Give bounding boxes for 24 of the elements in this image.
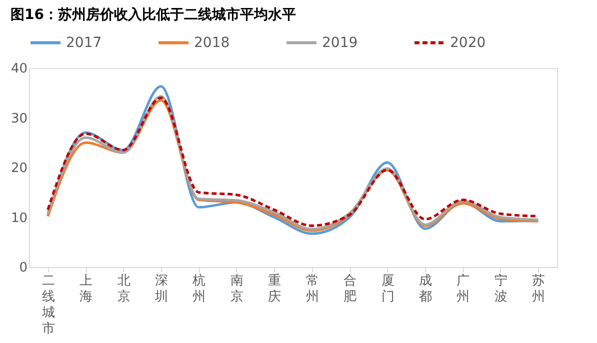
legend-label: 2017 xyxy=(66,34,102,51)
x-tick-label: 南京 xyxy=(230,274,244,304)
legend-label: 2019 xyxy=(322,34,358,51)
y-tick-label: 20 xyxy=(10,161,28,176)
x-tick-label: 厦门 xyxy=(381,274,394,304)
x-tick-label: 深圳 xyxy=(154,274,168,304)
x-tick-label: 成都 xyxy=(419,274,432,304)
y-tick-label: 10 xyxy=(10,210,28,226)
x-tick-label: 杭州 xyxy=(192,274,206,304)
legend-label: 2018 xyxy=(194,34,230,51)
legend-label: 2020 xyxy=(450,34,486,51)
x-tick-label: 北京 xyxy=(117,274,130,304)
x-tick-label: 苏州 xyxy=(532,274,546,304)
y-tick-label: 40 xyxy=(10,62,28,76)
x-tick-label: 重庆 xyxy=(268,274,282,304)
x-tick-label: 上海 xyxy=(80,274,93,304)
y-tick-label: 30 xyxy=(10,111,28,126)
x-tick-label: 常州 xyxy=(306,274,319,304)
x-tick-label: 合肥 xyxy=(344,274,357,304)
x-tick-label: 广州 xyxy=(456,274,470,304)
chart-title: 图16：苏州房价收入比低于二线城市平均水平 xyxy=(10,6,296,23)
x-tick-label: 宁波 xyxy=(494,272,508,304)
y-tick-label: 0 xyxy=(19,260,28,276)
x-tick-label: 二线城市 xyxy=(40,274,55,336)
